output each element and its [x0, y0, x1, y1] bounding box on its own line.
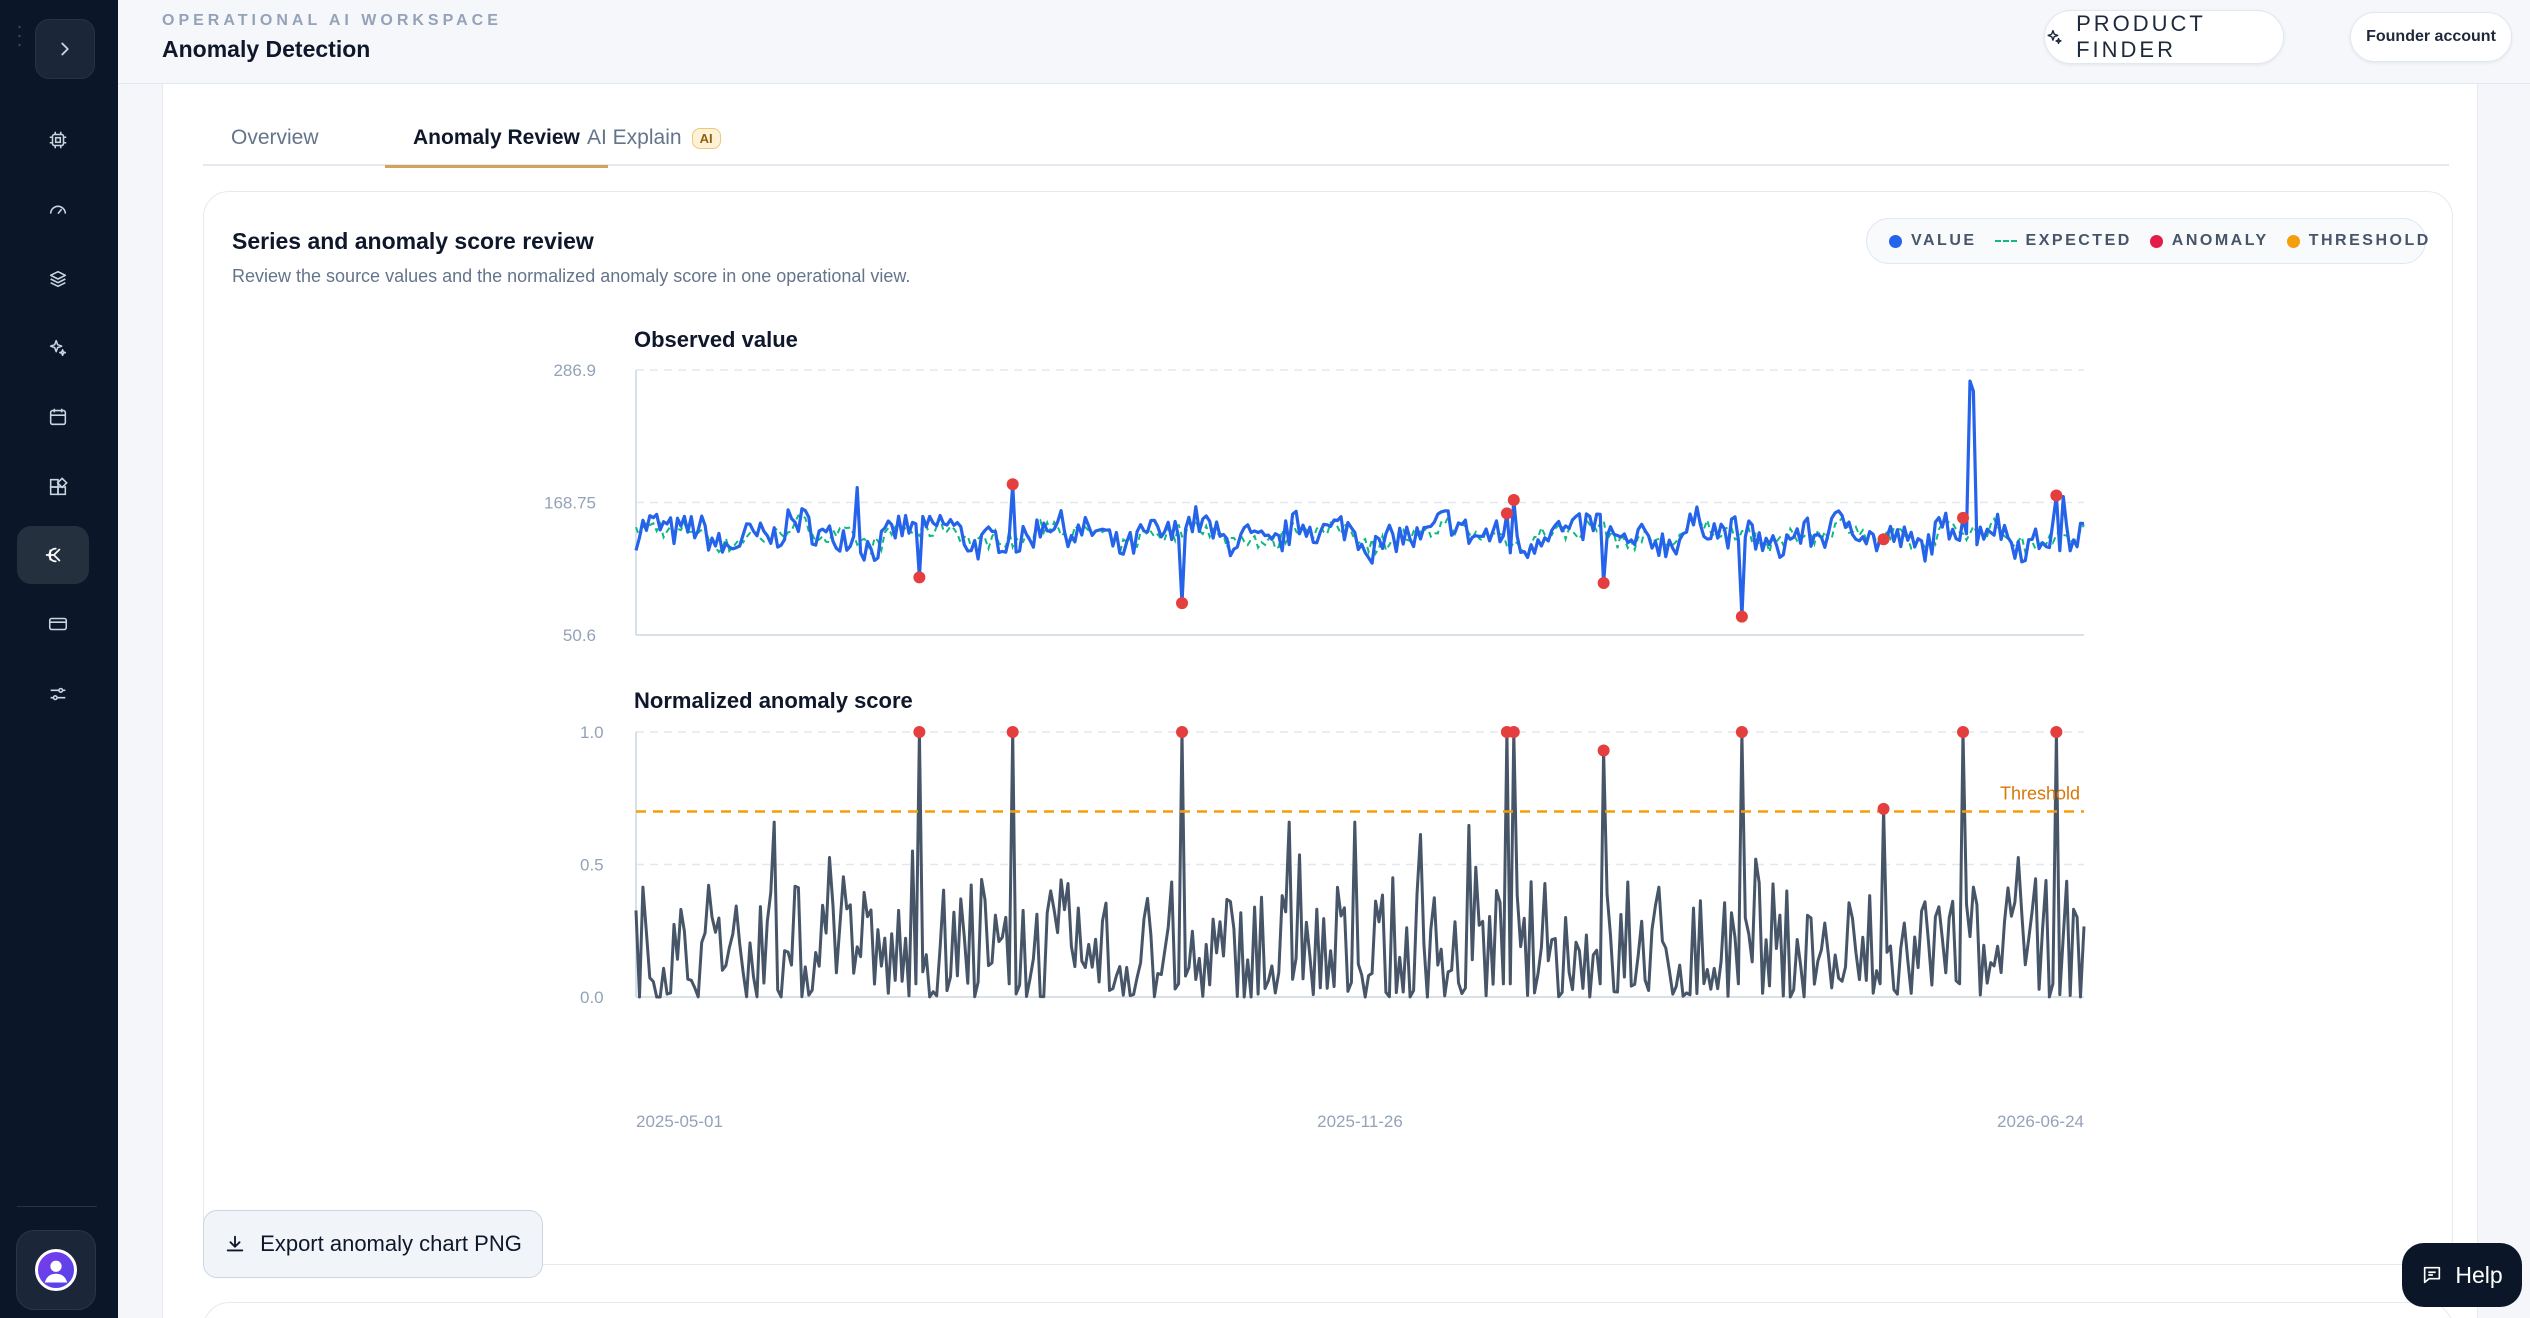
value-anomaly-point	[1957, 511, 1970, 524]
x-tick-label: 2025-05-01	[636, 1112, 723, 1131]
value-anomaly-point	[1176, 597, 1189, 610]
sidebar-item-anomaly[interactable]	[17, 526, 89, 584]
card-title: Series and anomaly score review	[232, 228, 594, 254]
product-finder-button[interactable]: PRODUCT FINDER	[2044, 10, 2284, 64]
tab-label: Anomaly Review	[413, 125, 580, 149]
value-anomaly-point	[1597, 576, 1610, 589]
score-anomaly-point	[2050, 726, 2063, 738]
value-anomaly-point	[1735, 610, 1748, 623]
value-y-tick-label: 286.9	[553, 361, 596, 380]
chart-legend: VALUE EXPECTED ANOMALY THRESHOLD	[1866, 218, 2428, 264]
legend-anomaly-label: ANOMALY	[2171, 232, 2269, 249]
sidebar-item-billing[interactable]	[34, 600, 82, 648]
sidebar-item-layers[interactable]	[34, 255, 82, 303]
sidebar-item-gauge[interactable]	[34, 186, 82, 234]
value-anomaly-point	[1507, 493, 1520, 506]
value-y-tick-label: 50.6	[563, 626, 596, 645]
score-y-tick-label: 0.0	[580, 988, 604, 1007]
chip-icon	[49, 131, 67, 149]
tab-label: AI Explain	[587, 126, 682, 149]
legend-value-label: VALUE	[1911, 232, 1977, 249]
sidebar-toggle-button[interactable]	[35, 19, 95, 79]
value-anomaly-point	[2050, 489, 2063, 502]
sidebar-item-chip[interactable]	[34, 116, 82, 164]
value-y-tick-label: 168.75	[544, 494, 596, 513]
score-anomaly-point	[1735, 726, 1748, 738]
legend-expected: EXPECTED	[1994, 232, 2132, 250]
value-anomaly-point	[913, 571, 926, 584]
chevron-right-icon	[61, 42, 69, 56]
value-series-line	[634, 379, 2085, 619]
user-menu-button[interactable]	[16, 1230, 96, 1310]
score-anomaly-point	[1507, 726, 1520, 738]
help-button[interactable]: Help	[2402, 1243, 2522, 1307]
sidebar-divider	[17, 1206, 97, 1207]
threshold-label: Threshold	[2000, 784, 2080, 804]
legend-threshold: THRESHOLD	[2286, 232, 2431, 250]
score-anomaly-point	[1006, 726, 1019, 738]
export-label: Export anomaly chart PNG	[260, 1231, 522, 1256]
score-anomaly-point	[1597, 744, 1610, 757]
sliders-icon	[50, 687, 66, 701]
gauge-icon	[49, 205, 67, 215]
score-anomaly-point	[913, 726, 926, 738]
score-anomaly-point	[1877, 802, 1890, 815]
value-anomaly-point	[1500, 507, 1513, 520]
score-series-line	[634, 730, 2086, 999]
anomaly-chart-card: Series and anomaly score review Review t…	[203, 191, 2453, 1265]
anomaly-icon	[45, 547, 61, 563]
sidebar-item-calendar[interactable]	[34, 393, 82, 441]
legend-threshold-swatch	[2286, 234, 2300, 248]
value-chart-title: Observed value	[634, 327, 798, 352]
legend-value-swatch	[1889, 234, 1902, 248]
legend-anomaly-swatch	[2149, 234, 2163, 248]
score-anomaly-point	[1957, 726, 1970, 738]
ai-badge: AI	[691, 127, 721, 149]
sidebar-item-widgets[interactable]	[34, 463, 82, 511]
tab-anomaly-review[interactable]: Anomaly Review	[385, 110, 608, 168]
product-finder-label: PRODUCT FINDER	[2076, 11, 2206, 62]
drag-grip-icon[interactable]	[18, 24, 21, 48]
tab-overview[interactable]: Overview	[231, 110, 319, 166]
value-anomaly-point	[1877, 533, 1890, 546]
help-label: Help	[2455, 1261, 2503, 1288]
x-tick-label: 2026-06-24	[1997, 1112, 2084, 1131]
legend-value: VALUE	[1889, 232, 1977, 250]
sidebar-item-sparkle[interactable]	[34, 324, 82, 372]
x-tick-label: 2025-11-26	[1317, 1112, 1403, 1131]
tab-label: Overview	[231, 126, 319, 149]
legend-anomaly: ANOMALY	[2149, 232, 2269, 250]
anomaly-charts: Observed value 286.9 168.75 50.6 Normalized …	[544, 327, 2086, 1131]
page-title: Anomaly Detection	[162, 36, 371, 62]
main-content: Overview Anomaly Review AI Explain AI Se…	[162, 84, 2478, 1318]
layers-icon	[49, 270, 67, 288]
account-button[interactable]: Founder account	[2350, 12, 2512, 62]
score-y-tick-label: 1.0	[580, 723, 604, 742]
next-section-card	[203, 1302, 2453, 1318]
tab-ai-explain[interactable]: AI Explain AI	[587, 110, 721, 166]
sparkle-icon	[49, 339, 67, 357]
score-anomaly-point	[1176, 726, 1189, 738]
chat-icon	[2424, 1266, 2441, 1284]
calendar-icon	[49, 408, 67, 426]
user-icon	[44, 1260, 68, 1283]
legend-threshold-label: THRESHOLD	[2308, 232, 2431, 249]
score-chart-title: Normalized anomaly score	[634, 688, 913, 713]
sparkle-icon	[2047, 29, 2062, 45]
tab-bar: Overview Anomaly Review AI Explain AI	[203, 110, 2449, 168]
card-subtitle: Review the source values and the normali…	[232, 266, 911, 286]
sidebar	[0, 0, 118, 1318]
widgets-icon	[49, 477, 68, 496]
export-chart-button[interactable]: Export anomaly chart PNG	[203, 1210, 543, 1278]
top-header: OPERATIONAL AI WORKSPACE Anomaly Detecti…	[118, 0, 2530, 84]
legend-expected-swatch	[1994, 240, 2017, 242]
workspace-eyebrow: OPERATIONAL AI WORKSPACE	[162, 12, 502, 29]
value-anomaly-point	[1006, 478, 1019, 491]
avatar	[35, 1249, 77, 1291]
sidebar-item-settings[interactable]	[34, 670, 82, 718]
score-y-tick-label: 0.5	[580, 856, 604, 875]
download-icon	[226, 1235, 244, 1252]
legend-expected-label: EXPECTED	[2025, 232, 2132, 249]
card-icon	[48, 617, 68, 631]
